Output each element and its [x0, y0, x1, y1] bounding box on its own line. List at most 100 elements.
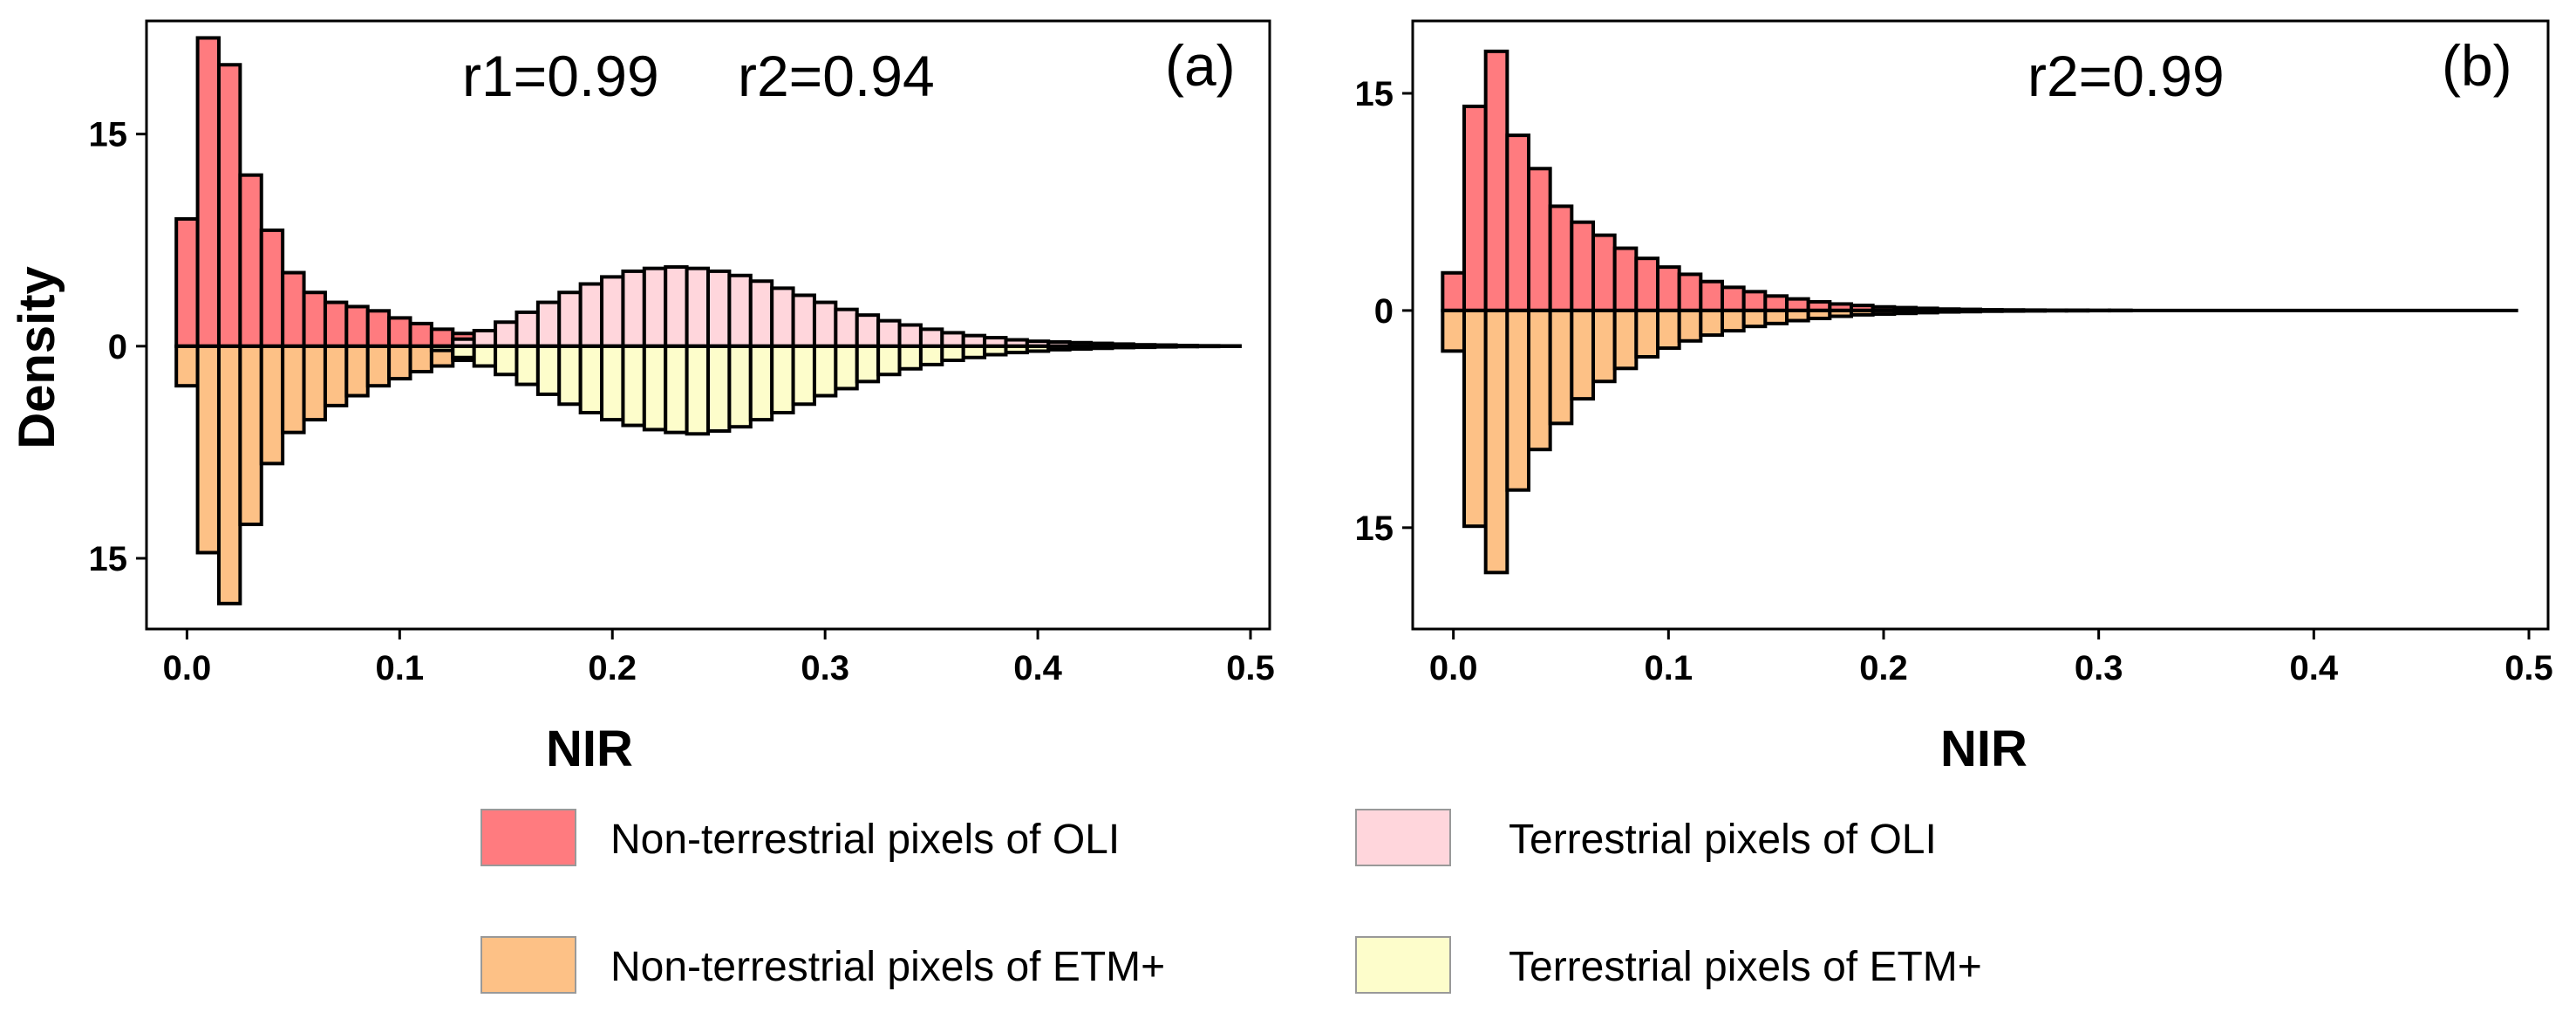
- panel-a-bar-s3-18: [557, 344, 583, 407]
- legend-swatch-terrestrial-oli: [1355, 809, 1451, 866]
- panel-a-bar-s3-28: [770, 344, 795, 414]
- panel-b-bar-s1-13: [1721, 308, 1746, 333]
- panel-a-bar-s3-36: [940, 344, 965, 363]
- panel-a-bar-s3-17: [535, 344, 562, 396]
- panel-a-bar-s1-29: [791, 293, 816, 348]
- panel-b-x-axis-label: NIR: [1940, 721, 2027, 777]
- panel-a-bar-s3-33: [876, 344, 902, 377]
- panel-a-bar-s1-20: [600, 275, 625, 348]
- panel-a-bar-s1-18: [557, 291, 583, 348]
- panel-b-bar-s0-3: [1505, 133, 1531, 312]
- panel-a-bar-s3-14: [472, 344, 498, 368]
- panel-a-bar-s2-9: [365, 344, 392, 388]
- panel-a-xtick-label-4: 0.4: [1013, 649, 1062, 687]
- panel-a-bar-s3-21: [621, 344, 646, 427]
- panel-a-bar-s2-0: [174, 344, 200, 388]
- panel-a-bar-s0-7: [323, 300, 349, 348]
- panel-a-bar-s3-35: [918, 344, 944, 366]
- panel-a-bar-s3-23: [664, 344, 689, 434]
- panel-b-bar-s1-4: [1527, 308, 1552, 452]
- panel-a-bar-s1-33: [876, 318, 902, 348]
- panel-b-bar-s1-0: [1441, 308, 1467, 353]
- panel-a-bar-s1-36: [940, 331, 965, 348]
- panel-a-bar-s1-21: [621, 269, 646, 348]
- panel-b-bar-s0-10: [1656, 265, 1681, 312]
- panel-a-bar-s1-23: [664, 265, 689, 348]
- panel-a-ytick-label-0: 15: [89, 116, 128, 154]
- panel-a-bar-s1-32: [855, 313, 881, 348]
- panel-b-bar-s0-9: [1634, 256, 1660, 312]
- panel-a-xtick-label-5: 0.5: [1226, 649, 1275, 687]
- panel-b-xtick-label-0: 0.0: [1429, 649, 1478, 687]
- panel-b-bar-s1-14: [1741, 308, 1768, 329]
- panel-a-bar-s2-2: [216, 344, 242, 605]
- panel-a-bar-s2-4: [259, 344, 285, 466]
- panel-b-xtick-label-3: 0.3: [2075, 649, 2123, 687]
- panel-b-bar-s1-9: [1634, 308, 1660, 359]
- panel-a-bar-s0-8: [344, 304, 370, 348]
- panel-a-frame: [145, 19, 1271, 631]
- panel-b-bar-s1-12: [1699, 308, 1725, 338]
- panel-b-xtick-label-5: 0.5: [2504, 649, 2553, 687]
- legend-swatch-nonterrestrial-oli: [480, 809, 576, 866]
- panel-b-bar-s1-11: [1677, 308, 1703, 343]
- panel-a-bar-s0-0: [174, 216, 200, 348]
- panel-b-bar-s1-7: [1591, 308, 1617, 384]
- panel-a-xtick-label-1: 0.1: [376, 649, 425, 687]
- panel-b-bar-s0-11: [1677, 272, 1703, 312]
- panel-b-ytick-label-0: 15: [1355, 75, 1394, 113]
- panel-a-bar-s3-19: [578, 344, 604, 414]
- panel-b-bar-s1-2: [1483, 308, 1509, 575]
- panel-a-r2-annotation: r2=0.94: [738, 44, 935, 108]
- panel-a-y-ticks: 15 0 15: [89, 116, 147, 578]
- panel-a-bar-s0-9: [365, 309, 392, 348]
- panel-b-xtick-label-1: 0.1: [1645, 649, 1693, 687]
- panel-a-bar-s0-12: [429, 327, 455, 348]
- legend-label-terrestrial-oli: Terrestrial pixels of OLI: [1509, 817, 1937, 863]
- panel-a-bar-s1-17: [535, 300, 562, 348]
- panel-b-bar-s0-15: [1763, 294, 1789, 312]
- panel-a-x-ticks: 0.0 0.1 0.2 0.3 0.4 0.5: [163, 629, 1275, 687]
- legend-label-terrestrial-etm: Terrestrial pixels of ETM+: [1509, 944, 1982, 990]
- panel-a-bar-s1-25: [706, 269, 732, 348]
- panel-b-bar-s0-13: [1721, 285, 1746, 312]
- panel-b-xtick-label-2: 0.2: [1859, 649, 1908, 687]
- panel-a-bar-s2-7: [323, 344, 349, 407]
- y-axis-label: Density: [9, 266, 65, 449]
- panel-b-bar-s0-5: [1548, 204, 1574, 312]
- panel-a-bar-s1-19: [578, 282, 604, 348]
- panel-b-bar-s1-10: [1656, 308, 1681, 351]
- panel-b-x-ticks: 0.0 0.1 0.2 0.3 0.4 0.5: [1429, 629, 2553, 687]
- panel-a-bar-s3-32: [855, 344, 881, 384]
- panel-a-bar-s3-29: [791, 344, 816, 407]
- panel-a-bar-s2-11: [408, 344, 433, 373]
- panel-b-bar-s0-2: [1483, 49, 1509, 312]
- panel-a-bar-s3-26: [727, 344, 753, 429]
- panel-b-frame: [1411, 19, 2550, 631]
- panel-a-xtick-label-3: 0.3: [801, 649, 849, 687]
- panel-a-label: (a): [1165, 33, 1236, 98]
- panel-a-bar-s3-15: [494, 344, 519, 377]
- panel-b-ytick-label-1: 0: [1374, 292, 1394, 331]
- panel-a: 15 0 15 0.0 0.1 0.2 0.3 0.4 0.5 r1=0.99 r2=0.94…: [89, 19, 1275, 777]
- panel-a-bar-s1-26: [727, 273, 753, 348]
- panel-a-bar-s2-3: [238, 344, 263, 527]
- panel-a-bar-s1-31: [834, 307, 859, 348]
- panel-b: 15 0 15 0.0 0.1 0.2 0.3 0.4 0.5 r2=0.99 (b) NIR: [1355, 19, 2553, 777]
- panel-a-bar-s0-5: [281, 270, 306, 348]
- panel-a-bar-s0-3: [238, 173, 263, 348]
- panel-b-bar-s0-4: [1527, 167, 1552, 312]
- panel-b-bar-s1-5: [1548, 308, 1574, 426]
- panel-b-bar-s0-8: [1612, 246, 1639, 312]
- panel-a-bar-s0-4: [259, 228, 285, 348]
- panel-b-bar-s0-6: [1570, 220, 1596, 312]
- panel-a-bar-s3-25: [706, 344, 732, 434]
- panel-a-bar-s1-34: [897, 323, 923, 348]
- panel-a-bar-s1-35: [918, 327, 944, 348]
- panel-a-bar-s0-2: [216, 63, 242, 348]
- panel-a-bar-s3-27: [748, 344, 774, 422]
- panel-a-bar-s3-16: [515, 344, 540, 386]
- panel-b-bar-s1-8: [1612, 308, 1639, 371]
- panel-a-r1-annotation: r1=0.99: [462, 44, 659, 108]
- panel-a-x-axis-label: NIR: [546, 721, 633, 777]
